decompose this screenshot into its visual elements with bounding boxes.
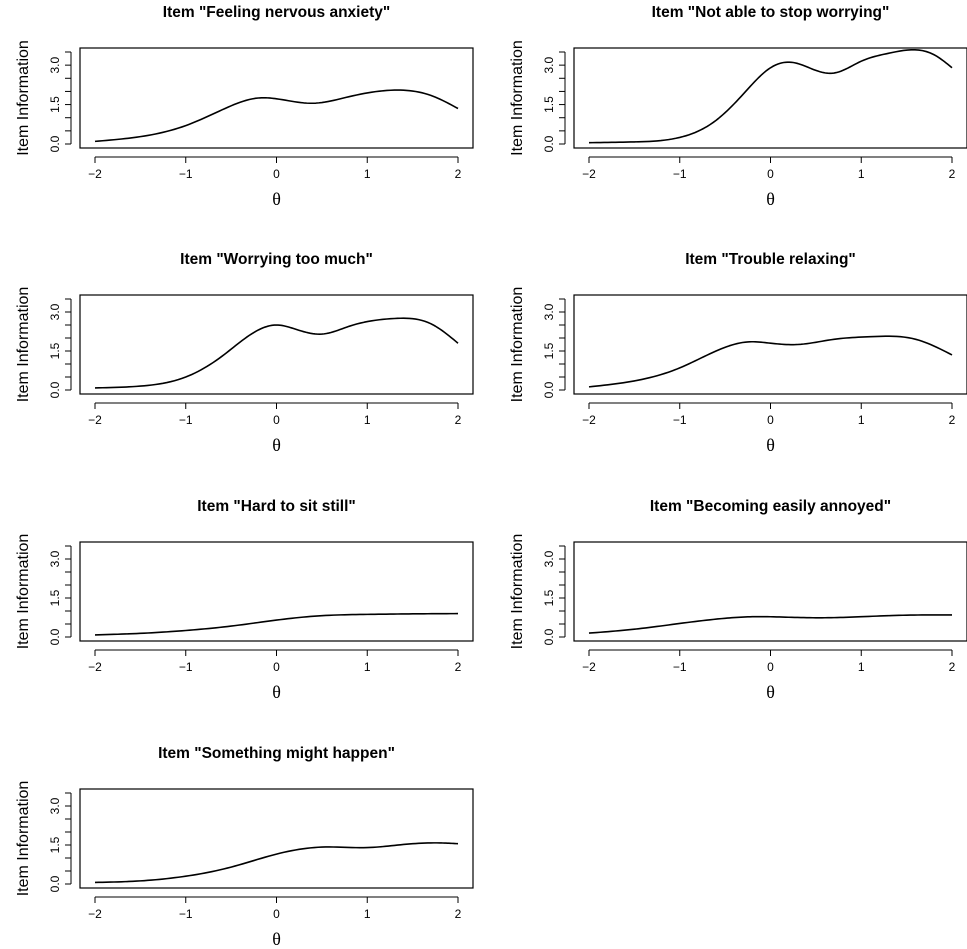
- y-tick-label: 0.0: [542, 381, 556, 398]
- x-tick-label: 0: [767, 167, 774, 181]
- x-tick-label: 2: [455, 167, 462, 181]
- information-curve: [588, 48, 953, 144]
- x-tick-label: −1: [179, 413, 193, 427]
- panel-title: Item "Not able to stop worrying": [652, 4, 890, 21]
- y-tick-label: 3.0: [48, 56, 62, 73]
- item-panel: Item "Not able to stop worrying" −2 −1 0 1 2 0…: [509, 4, 967, 209]
- x-tick-label: 0: [273, 907, 280, 921]
- plot-frame: [79, 47, 474, 149]
- y-tick-label: 0.0: [48, 875, 62, 892]
- x-tick-label: −2: [582, 413, 596, 427]
- x-tick-label: −1: [179, 660, 193, 674]
- y-axis-title: Item Information: [509, 40, 526, 156]
- y-tick-label: 1.5: [542, 342, 556, 359]
- x-tick-label: 1: [858, 167, 865, 181]
- y-tick-label: 3.0: [542, 303, 556, 320]
- y-axis-title: Item Information: [15, 40, 32, 156]
- x-tick-label: −1: [673, 660, 687, 674]
- x-tick-label: 0: [273, 413, 280, 427]
- x-tick-label: 0: [273, 167, 280, 181]
- x-axis-title: θ: [766, 435, 775, 455]
- x-axis-title: θ: [766, 189, 775, 209]
- x-tick-label: −2: [582, 660, 596, 674]
- x-tick-label: 1: [858, 413, 865, 427]
- information-curve: [94, 89, 459, 143]
- plot-frame: [79, 788, 474, 889]
- y-tick-label: 0.0: [48, 381, 62, 398]
- plot-frame: [79, 294, 474, 395]
- x-axis-title: θ: [272, 929, 281, 949]
- information-curve: [94, 842, 459, 884]
- y-tick-label: 1.5: [48, 589, 62, 606]
- x-tick-label: 2: [455, 660, 462, 674]
- panel-title: Item "Hard to sit still": [197, 498, 356, 515]
- panel-title: Item "Becoming easily annoyed": [650, 498, 891, 515]
- y-tick-label: 1.5: [542, 96, 556, 113]
- item-panel: Item "Hard to sit still" −2 −1 0 1 2 0.0 1.5 3.0…: [15, 498, 474, 702]
- plot-frame: [79, 541, 474, 642]
- x-axis-title: θ: [272, 682, 281, 702]
- item-panel: Item "Something might happen" −2 −1 0 1 2 0.0 1…: [15, 745, 474, 949]
- y-axis-title: Item Information: [509, 287, 526, 403]
- x-tick-label: 2: [455, 907, 462, 921]
- x-tick-label: −2: [88, 660, 102, 674]
- x-tick-label: 0: [767, 660, 774, 674]
- x-tick-label: −2: [88, 907, 102, 921]
- x-tick-label: 1: [858, 660, 865, 674]
- plot-frame: [573, 294, 967, 395]
- y-tick-label: 3.0: [48, 797, 62, 814]
- x-axis-title: θ: [766, 682, 775, 702]
- y-tick-label: 1.5: [542, 589, 556, 606]
- x-tick-label: 2: [949, 660, 956, 674]
- x-tick-label: 0: [273, 660, 280, 674]
- x-tick-label: 2: [455, 413, 462, 427]
- panel-title: Item "Worrying too much": [180, 251, 373, 268]
- information-curve: [94, 612, 459, 636]
- y-tick-label: 0.0: [542, 628, 556, 645]
- x-tick-label: 1: [364, 413, 371, 427]
- x-tick-label: −2: [88, 167, 102, 181]
- item-panel: Item "Feeling nervous anxiety" −2 −1 0 1 2 0.0…: [15, 4, 474, 209]
- plot-frame: [573, 47, 967, 149]
- information-curve: [588, 335, 953, 388]
- y-axis-title: Item Information: [15, 781, 32, 897]
- x-axis-title: θ: [272, 435, 281, 455]
- y-tick-label: 1.5: [48, 96, 62, 113]
- x-tick-label: −1: [673, 413, 687, 427]
- item-panel: Item "Worrying too much" −2 −1 0 1 2 0.0 1.5 3.0…: [15, 251, 474, 455]
- panel-title: Item "Feeling nervous anxiety": [163, 4, 390, 21]
- information-curve: [94, 317, 459, 389]
- y-tick-label: 0.0: [542, 135, 556, 152]
- x-tick-label: 1: [364, 167, 371, 181]
- x-tick-label: −1: [673, 167, 687, 181]
- y-tick-label: 0.0: [48, 628, 62, 645]
- x-axis-title: θ: [272, 189, 281, 209]
- x-tick-label: −1: [179, 167, 193, 181]
- x-tick-label: 1: [364, 907, 371, 921]
- item-panel: Item "Becoming easily annoyed" −2 −1 0 1 2 0.0…: [509, 498, 967, 702]
- plot-frame: [573, 541, 967, 642]
- x-tick-label: 0: [767, 413, 774, 427]
- x-tick-label: 1: [364, 660, 371, 674]
- x-tick-label: 2: [949, 413, 956, 427]
- item-panel: Item "Trouble relaxing" −2 −1 0 1 2 0.0 1.5 3.0 I…: [509, 251, 967, 455]
- panel-title: Item "Trouble relaxing": [685, 251, 856, 268]
- y-tick-label: 3.0: [48, 550, 62, 567]
- x-tick-label: −2: [88, 413, 102, 427]
- y-tick-label: 3.0: [542, 550, 556, 567]
- information-curve: [588, 614, 953, 634]
- panel-title: Item "Something might happen": [158, 745, 395, 762]
- y-axis-title: Item Information: [15, 287, 32, 403]
- x-tick-label: −2: [582, 167, 596, 181]
- y-axis-title: Item Information: [509, 534, 526, 650]
- y-tick-label: 1.5: [48, 836, 62, 853]
- y-tick-label: 0.0: [48, 135, 62, 152]
- y-tick-label: 1.5: [48, 342, 62, 359]
- x-tick-label: 2: [949, 167, 956, 181]
- y-tick-label: 3.0: [48, 303, 62, 320]
- x-tick-label: −1: [179, 907, 193, 921]
- y-tick-label: 3.0: [542, 56, 556, 73]
- y-axis-title: Item Information: [15, 534, 32, 650]
